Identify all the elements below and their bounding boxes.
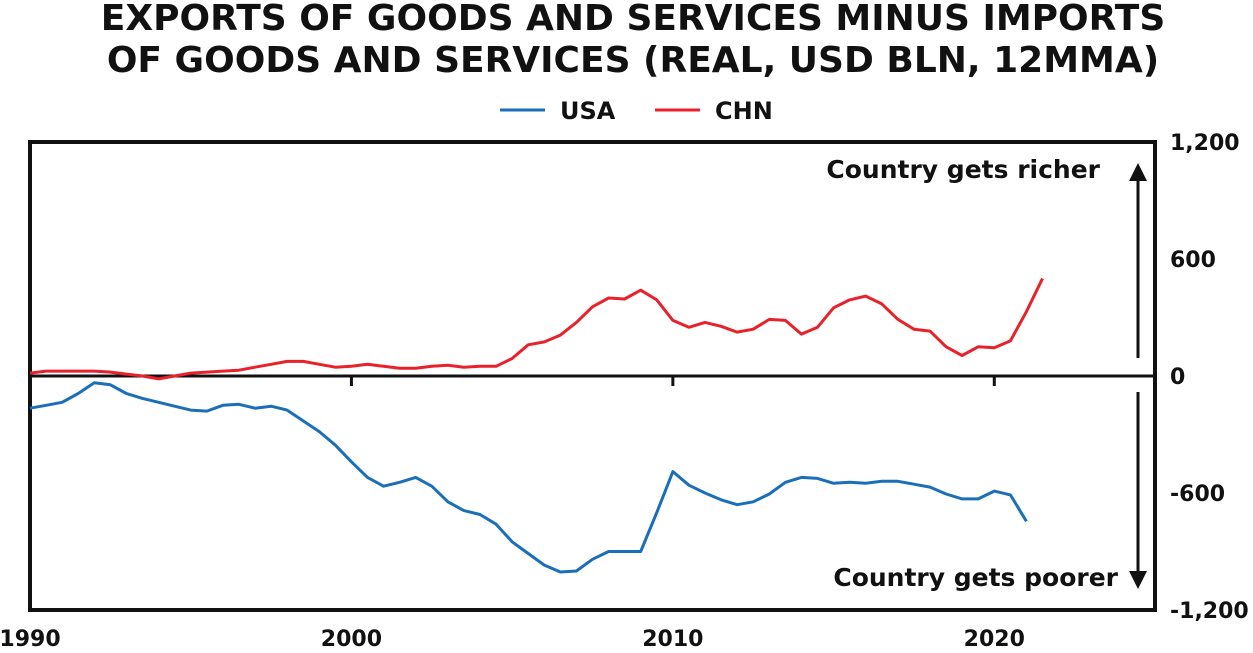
x-tick-label: 2020 — [964, 627, 1025, 649]
y-tick-label: 1,200 — [1170, 131, 1240, 156]
y-tick-label: 0 — [1170, 365, 1185, 390]
y-tick-label: 600 — [1170, 248, 1216, 273]
x-tick-label: 1990 — [0, 627, 61, 649]
x-tick-label: 2000 — [321, 627, 382, 649]
y-tick-label: -1,200 — [1170, 599, 1249, 624]
annotation: Country gets poorer — [833, 563, 1118, 592]
chart-title: EXPORTS OF GOODS AND SERVICES MINUS IMPO… — [101, 0, 1166, 39]
series-line — [29, 277, 1044, 381]
series-line — [29, 381, 1028, 574]
legend-label: CHN — [715, 97, 773, 125]
annotation: Country gets richer — [826, 155, 1100, 184]
y-tick-label: -600 — [1170, 482, 1225, 507]
x-tick-label: 2010 — [642, 627, 703, 649]
legend-label: USA — [560, 97, 616, 125]
chart-subtitle: OF GOODS AND SERVICES (REAL, USD BLN, 12… — [107, 40, 1159, 81]
